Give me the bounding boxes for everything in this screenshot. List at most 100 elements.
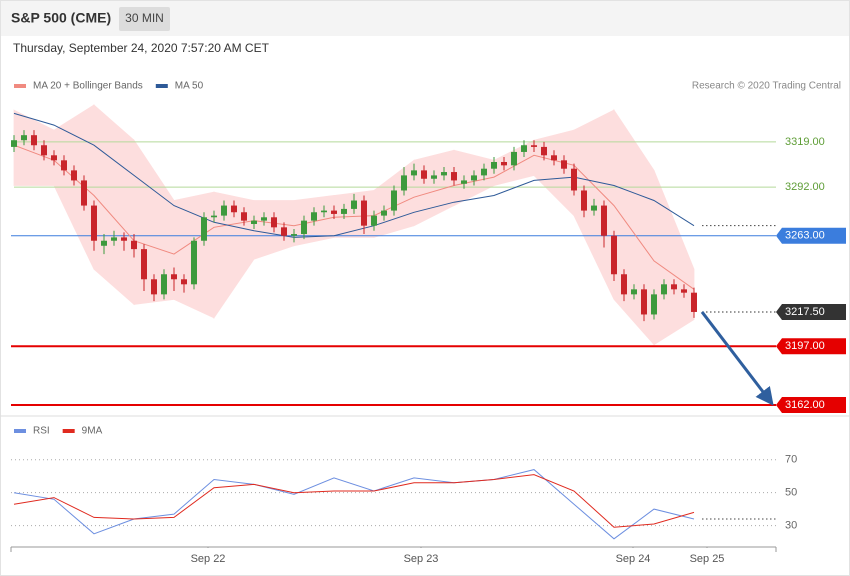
- candle-body: [341, 208, 347, 214]
- candle-body: [581, 190, 587, 211]
- candle-body: [481, 168, 487, 176]
- legend-label: MA 50: [175, 81, 204, 92]
- candle-body: [641, 289, 647, 315]
- candle-body: [151, 279, 157, 295]
- candle-body: [461, 180, 467, 184]
- candle-body: [131, 240, 137, 250]
- candle-body: [281, 227, 287, 236]
- x-tick-label: Sep 25: [690, 553, 725, 565]
- legend-swatch: [14, 429, 26, 433]
- candle-body: [521, 145, 527, 152]
- level-tag: [776, 396, 846, 413]
- candle-body: [101, 240, 107, 246]
- candle-body: [421, 170, 427, 179]
- candle-body: [501, 161, 507, 166]
- candle-body: [71, 170, 77, 181]
- candle-body: [471, 175, 477, 181]
- candle-body: [331, 210, 337, 214]
- candle-body: [191, 240, 197, 285]
- candle-body: [371, 215, 377, 226]
- projection-arrow: [700, 311, 774, 406]
- candle-body: [351, 200, 357, 209]
- candle-body: [441, 172, 447, 176]
- candle-body: [241, 212, 247, 221]
- candle-body: [551, 155, 557, 161]
- candle-body: [61, 160, 67, 171]
- candle-body: [51, 155, 57, 161]
- level-label: 3263.00: [785, 230, 825, 242]
- candle-body: [591, 205, 597, 211]
- candle-body: [601, 205, 607, 236]
- candle-body: [381, 210, 387, 216]
- indicator-line: [13, 469, 695, 540]
- candle-body: [541, 146, 547, 156]
- candle-body: [231, 205, 237, 213]
- candle-body: [431, 175, 437, 179]
- candle-body: [561, 160, 567, 169]
- candle-body: [211, 215, 217, 218]
- candle-body: [221, 205, 227, 216]
- level-tag: [776, 303, 846, 320]
- x-tick-label: Sep 24: [616, 553, 651, 565]
- candle-body: [401, 175, 407, 191]
- interval[interactable]: 30 MIN: [125, 11, 164, 25]
- bollinger-band: [653, 170, 695, 346]
- candle-body: [531, 145, 537, 147]
- source-note: Research © 2020 Trading Central: [692, 81, 841, 92]
- legend-swatch: [14, 84, 26, 88]
- candle-body: [121, 237, 127, 241]
- indicator-line: [13, 474, 695, 528]
- candle-body: [651, 294, 657, 315]
- y-tick-label: 30: [785, 520, 797, 532]
- candle-body: [311, 212, 317, 221]
- bollinger-band: [93, 104, 135, 306]
- x-tick-label: Sep 22: [191, 553, 226, 565]
- timestamp: Thursday, September 24, 2020 7:57:20 AM …: [13, 41, 270, 55]
- candle-body: [671, 284, 677, 290]
- legend-label: MA 20 + Bollinger Bands: [33, 81, 143, 92]
- level-label: 3197.00: [785, 340, 825, 352]
- candle-body: [491, 161, 497, 169]
- level-label: 3162.00: [785, 399, 825, 411]
- level-label: 3217.50: [785, 306, 825, 318]
- y-tick-label: 70: [785, 454, 797, 466]
- legend-label: 9MA: [82, 426, 103, 437]
- level-label: 3292.00: [785, 181, 825, 193]
- level-tag: [776, 338, 846, 355]
- legend-label: RSI: [33, 426, 50, 437]
- candle-body: [321, 210, 327, 213]
- candle-body: [611, 235, 617, 275]
- candle-body: [411, 170, 417, 176]
- x-tick-label: Sep 23: [404, 553, 439, 565]
- candle-body: [81, 180, 87, 206]
- legend-swatch: [62, 429, 75, 433]
- candle-body: [661, 284, 667, 295]
- candle-body: [391, 190, 397, 211]
- candle-body: [21, 135, 27, 141]
- instrument-title: S&P 500 (CME): [11, 10, 111, 26]
- candle-body: [141, 249, 147, 280]
- candle-body: [161, 274, 167, 295]
- candle-body: [91, 205, 97, 241]
- candle-body: [511, 151, 517, 166]
- ma-line: [13, 144, 695, 290]
- level-tag: [776, 227, 846, 244]
- ma-line: [13, 112, 695, 238]
- candle-body: [451, 172, 457, 181]
- legend-swatch: [155, 84, 168, 88]
- candle-body: [171, 274, 177, 280]
- candle-body: [261, 217, 267, 221]
- level-label: 3319.00: [785, 136, 825, 148]
- candle-body: [271, 217, 277, 228]
- candle-body: [361, 200, 367, 226]
- candle-body: [11, 140, 17, 147]
- candle-body: [691, 292, 697, 312]
- candle-body: [181, 279, 187, 285]
- interval-badge[interactable]: [119, 7, 170, 31]
- y-tick-label: 50: [785, 487, 797, 499]
- candle-body: [111, 237, 117, 241]
- candle-body: [41, 145, 47, 156]
- candle-body: [291, 234, 297, 236]
- candle-body: [681, 289, 687, 293]
